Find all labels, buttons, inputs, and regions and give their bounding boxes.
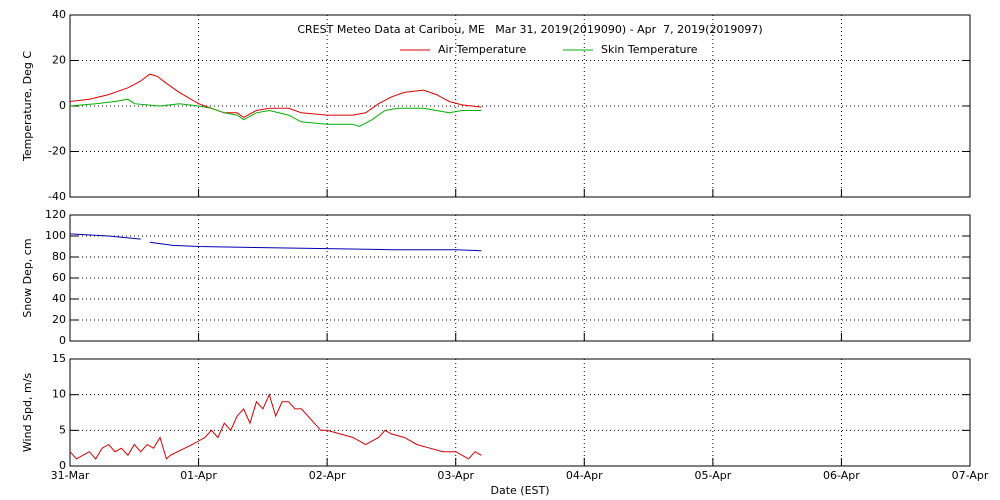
y-tick-label: 40 xyxy=(52,292,66,305)
series-line xyxy=(69,73,482,118)
y-tick-label: 0 xyxy=(59,459,66,472)
plot-frame xyxy=(69,214,971,342)
y-tick-label: 120 xyxy=(45,208,66,221)
y-tick-label: 60 xyxy=(52,271,66,284)
x-tick-label: 02-Apr xyxy=(309,469,346,482)
x-tick-label: 01-Apr xyxy=(180,469,217,482)
legend-label: Air Temperature xyxy=(438,43,527,56)
y-tick-label: 0 xyxy=(59,334,66,347)
x-tick-label: 31-Mar xyxy=(51,469,90,482)
y-tick-label: -20 xyxy=(48,145,66,158)
chart-title: CREST Meteo Data at Caribou, ME Mar 31, … xyxy=(297,23,762,36)
series-line xyxy=(69,393,482,460)
x-tick-label: 05-Apr xyxy=(694,469,731,482)
series-line xyxy=(69,233,482,252)
x-tick-label: 06-Apr xyxy=(823,469,860,482)
legend-label: Skin Temperature xyxy=(601,43,698,56)
y-tick-label: -40 xyxy=(48,190,66,203)
y-tick-label: 5 xyxy=(59,423,66,436)
x-tick-label: 07-Apr xyxy=(952,469,989,482)
y-tick-label: 40 xyxy=(52,8,66,21)
y-tick-label: 80 xyxy=(52,250,66,263)
y-tick-label: 10 xyxy=(52,388,66,401)
y-axis-label: Temperature, Deg C xyxy=(21,51,34,162)
x-tick-label: 04-Apr xyxy=(566,469,603,482)
x-axis-label: Date (EST) xyxy=(490,484,549,497)
y-tick-label: 100 xyxy=(45,229,66,242)
y-axis-label: Snow Dep, cm xyxy=(21,238,34,317)
x-tick-label: 03-Apr xyxy=(437,469,474,482)
y-axis-label: Wind Spd, m/s xyxy=(21,373,34,453)
y-tick-label: 15 xyxy=(52,352,66,365)
y-tick-label: 20 xyxy=(52,313,66,326)
plot-frame xyxy=(69,358,971,467)
series-line xyxy=(69,98,482,128)
y-tick-label: 20 xyxy=(52,54,66,67)
y-tick-label: 0 xyxy=(59,99,66,112)
